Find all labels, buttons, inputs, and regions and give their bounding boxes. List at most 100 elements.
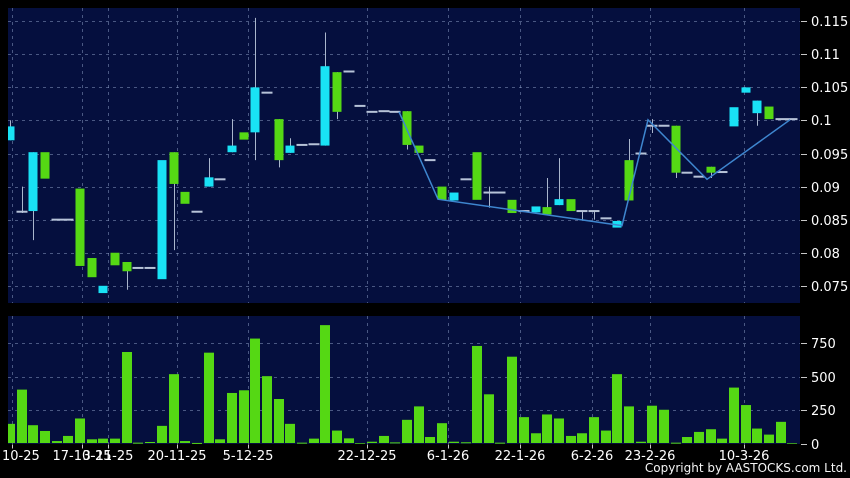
volume-bar [706,429,716,443]
volume-bar [355,443,365,444]
candle-up [554,199,564,206]
volume-bar [215,439,225,443]
volume-bar [157,425,167,443]
volume-bar [87,439,97,443]
volume-bar [671,442,681,444]
price-pane [8,8,800,303]
volume-bar [379,435,389,443]
volume-bar [414,406,424,443]
candle-up [449,192,459,201]
x-axis-label: 6-1-26 [427,449,469,464]
volume-bar [75,418,85,443]
price-axis-label: 0.09 [811,181,840,196]
copyright-text: Copyright by AASTOCKS.com Ltd. [644,461,847,475]
candle-down [169,152,179,184]
candle-down [87,258,97,278]
volume-bar [8,423,15,443]
candle-up [98,285,108,294]
price-axis-label: 0.08 [811,247,840,262]
volume-bar [624,406,634,443]
volume-bar [192,442,202,444]
candle-down [764,106,774,120]
volume-bar [262,376,272,443]
candle-up [204,177,214,187]
volume-bar [589,417,599,443]
candle-down [542,207,552,215]
volume-bar [122,351,132,443]
volume-axis-label: 250 [811,404,836,419]
volume-bar [717,438,727,443]
candle-down [671,125,681,173]
volume-axis-label: 750 [811,337,836,352]
price-axis-label: 0.1 [811,114,832,129]
candle-up [157,160,167,280]
volume-bar [63,435,73,443]
candle-down [239,132,249,140]
candle-down [110,252,120,266]
price-axis-label: 0.105 [811,81,848,96]
volume-bar [519,417,529,443]
volume-bar [437,423,447,443]
candle-down [566,199,576,212]
volume-bar [612,374,622,443]
volume-bar [145,441,155,443]
volume-bar [507,356,517,443]
price-axis-label: 0.075 [811,280,848,295]
candle-down [332,72,342,112]
candle-up [250,87,260,133]
volume-bar [17,389,27,443]
x-axis-label: 5-12-25 [223,449,274,464]
volume-bar [133,442,143,444]
volume-axis-label: 0 [811,438,819,453]
price-axis-label: 0.085 [811,214,848,229]
volume-bar [402,419,412,443]
candle-down [437,186,447,200]
candle-up [752,100,762,114]
volume-bar [390,442,400,444]
volume-series [8,325,797,444]
candle-up [285,145,295,153]
volume-bar [647,405,657,443]
candle-up [729,107,739,127]
candle-down [75,188,85,266]
volume-bar [52,441,62,443]
volume-bar [250,338,260,443]
volume-bar [554,418,564,443]
volume-bar [239,390,249,443]
volume-bar [694,431,704,443]
volume-bar [169,374,179,443]
candle-up [320,66,330,146]
volume-bar [297,442,307,444]
price-axis-label: 0.11 [811,48,840,63]
candle-down [274,119,284,161]
price-axis-label: 0.115 [811,15,848,30]
volume-bar [461,442,471,444]
volume-bar [367,441,377,443]
volume-bar [332,430,342,443]
candle-up [227,145,237,153]
x-axis-label: 10-3-26 [719,449,770,464]
volume-bar [752,428,762,443]
volume-bar [274,399,284,443]
volume-bar [472,345,482,443]
volume-bar [729,387,739,443]
volume-bar [484,394,494,443]
volume-bar [659,409,669,443]
volume-bar [449,441,459,443]
volume-bar [425,437,435,443]
candle-down [507,199,517,214]
candle-down [122,261,132,272]
candle-up [531,206,541,213]
price-series [8,17,798,294]
trend-line [398,111,791,227]
volume-bar [495,442,505,444]
candle-up [8,126,15,141]
candle-down [472,152,482,200]
volume-bar [180,441,190,443]
volume-bar [110,438,120,443]
volume-bar [776,421,786,443]
volume-bar [601,430,611,443]
volume-bar [577,433,587,443]
